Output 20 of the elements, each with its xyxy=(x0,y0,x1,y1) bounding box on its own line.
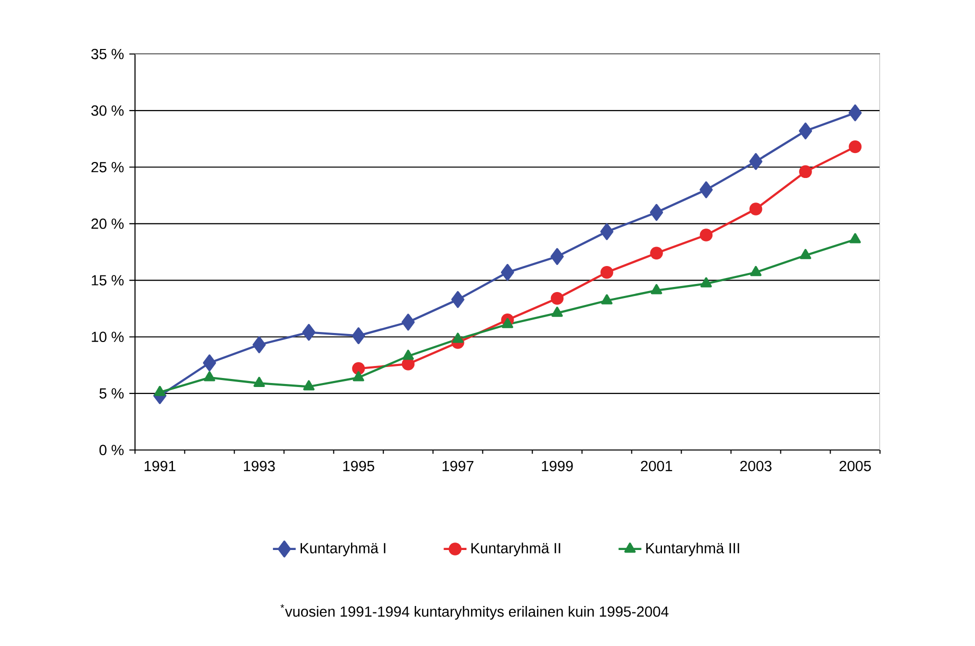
x-tick-label: 1999 xyxy=(542,460,573,472)
x-tick-label: 2001 xyxy=(640,460,672,472)
legend-label: Kuntaryhmä III xyxy=(646,542,740,556)
y-tick-label: 0 % xyxy=(99,444,124,456)
y-tick-label: 25 % xyxy=(91,162,124,172)
legend-label: Kuntaryhmä II xyxy=(471,542,560,556)
x-tick-label: 2005 xyxy=(840,460,871,472)
x-tick-label: 1993 xyxy=(244,460,275,472)
x-tick-label: 1991 xyxy=(144,460,176,472)
x-tick-label: 1995 xyxy=(343,460,374,472)
y-tick-label: 20 % xyxy=(91,218,124,229)
y-tick-label: 30 % xyxy=(91,105,124,116)
y-tick-label: 5 % xyxy=(99,388,124,399)
y-tick-label: 15 % xyxy=(92,275,124,286)
text: $^{*}$vuosien 1991-1994 kuntaryhmitys erilainen kuin 1995-2004 xyxy=(280,604,668,620)
x-tick-label: 2003 xyxy=(740,460,772,472)
legend-label: Kuntaryhmä I xyxy=(300,542,386,556)
y-tick-label: 10 % xyxy=(92,332,124,342)
y-tick-label: 35 % xyxy=(91,48,124,60)
x-tick-label: 1997 xyxy=(442,460,474,472)
